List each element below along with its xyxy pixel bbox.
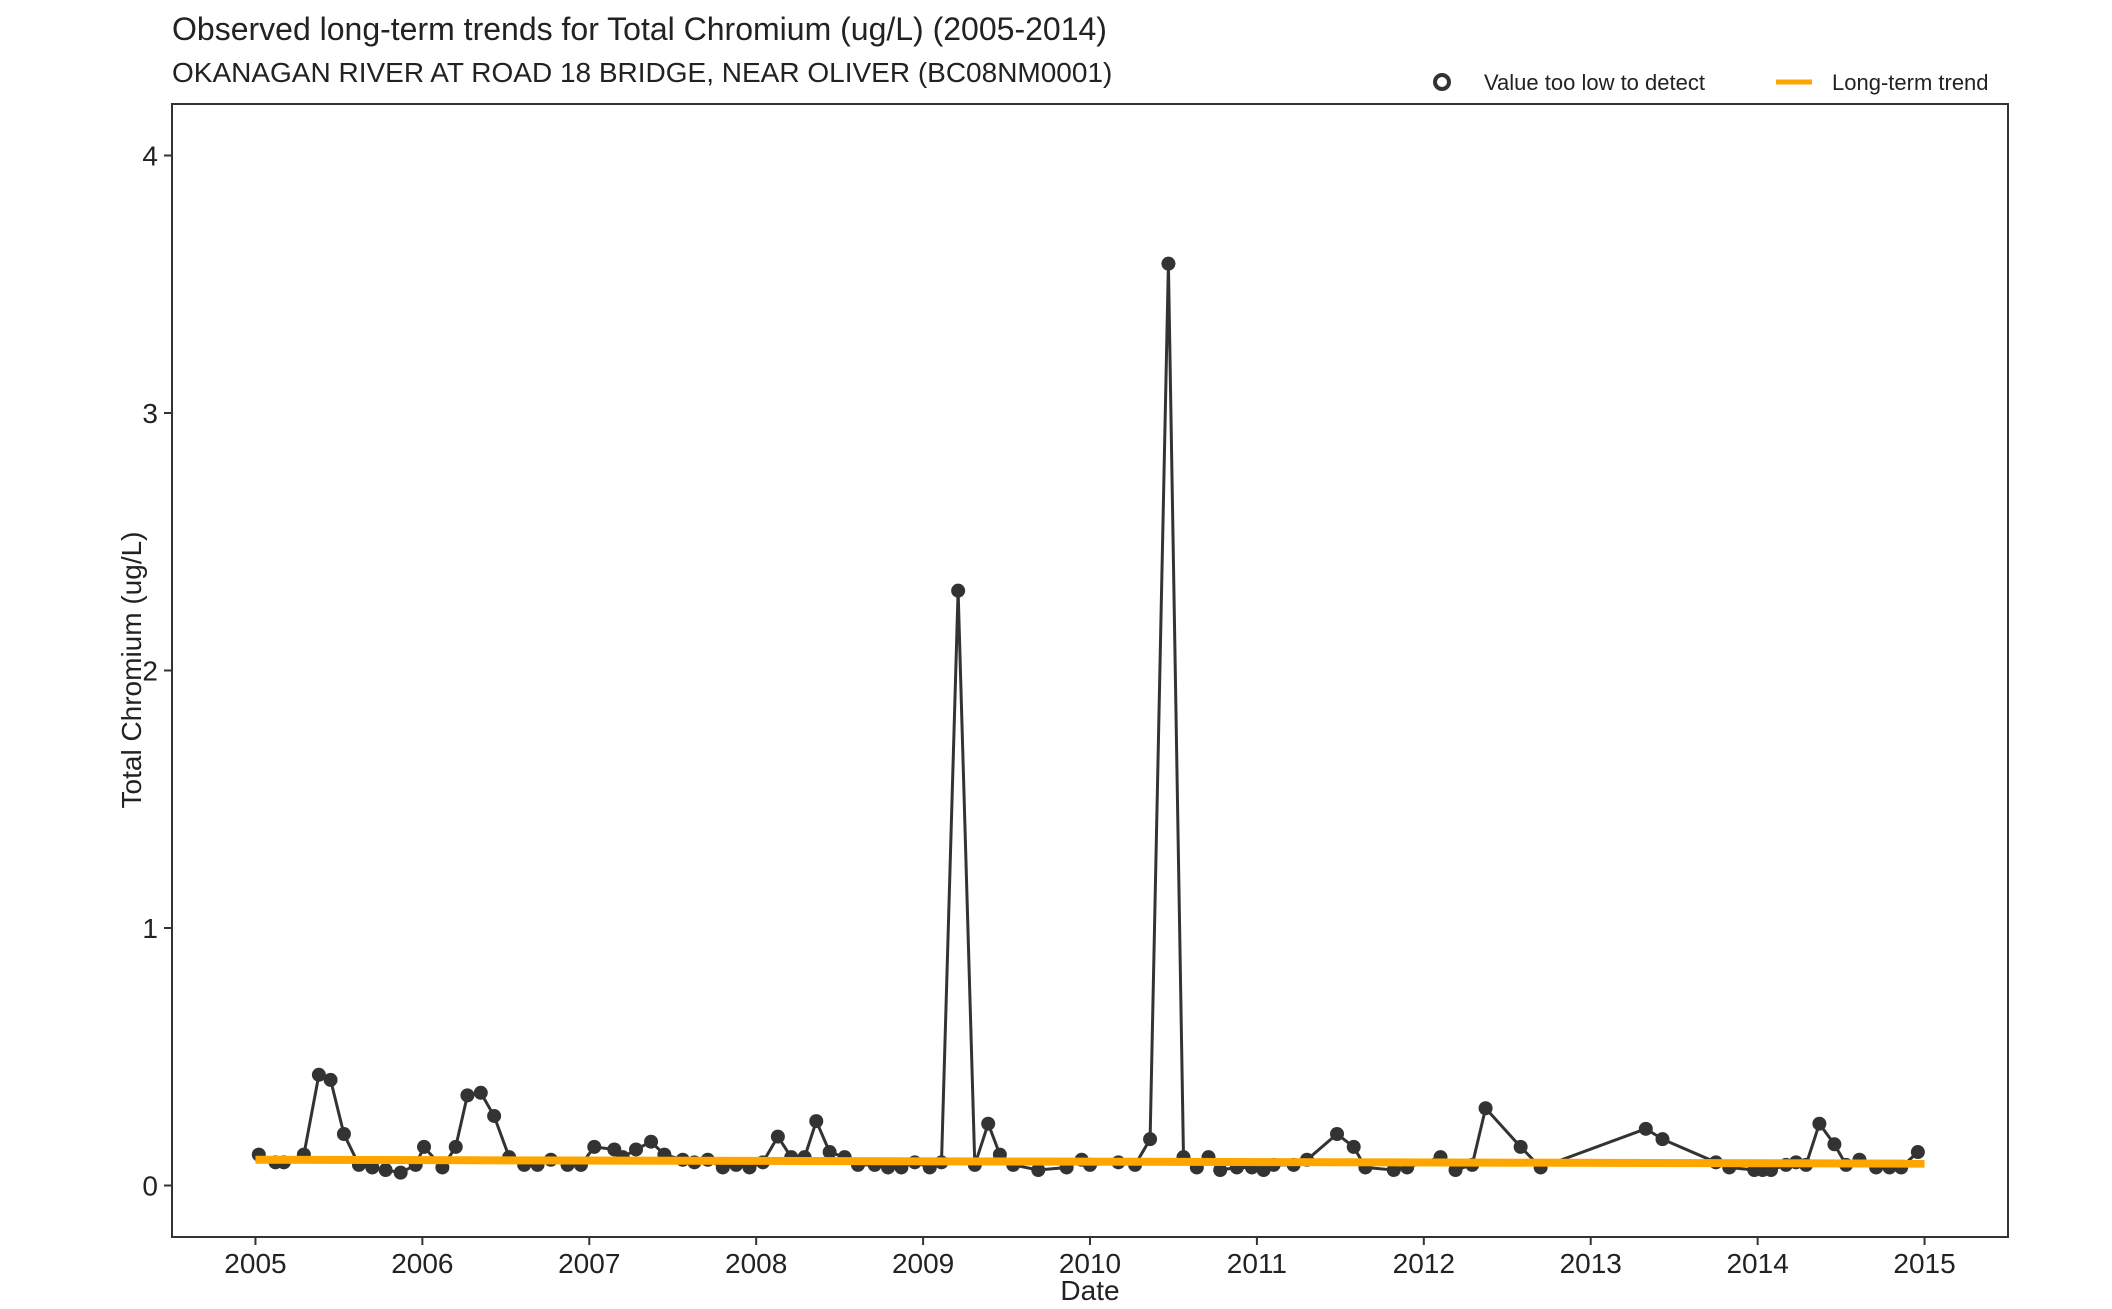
data-point bbox=[809, 1114, 824, 1129]
legend-label-trend: Long-term trend bbox=[1832, 70, 1989, 95]
chart-subtitle: OKANAGAN RIVER AT ROAD 18 BRIDGE, NEAR O… bbox=[172, 57, 1112, 88]
data-point bbox=[644, 1134, 659, 1149]
data-point bbox=[448, 1139, 463, 1154]
data-point bbox=[1330, 1127, 1345, 1141]
legend-open-circle-icon bbox=[1433, 73, 1451, 91]
x-tick-label: 2012 bbox=[1393, 1248, 1455, 1279]
data-point bbox=[1031, 1163, 1046, 1178]
data-point bbox=[487, 1108, 502, 1123]
legend-label-low-detect: Value too low to detect bbox=[1484, 70, 1705, 95]
plot-panel bbox=[171, 103, 2009, 1238]
data-point bbox=[1910, 1145, 1925, 1160]
data-point bbox=[323, 1072, 338, 1087]
trend-series bbox=[255, 1155, 1925, 1168]
y-axis-title: Total Chromium (ug/L) bbox=[116, 532, 147, 809]
x-tick-label: 2008 bbox=[725, 1248, 787, 1279]
data-point bbox=[1513, 1139, 1528, 1154]
data-point bbox=[460, 1088, 475, 1103]
y-tick-label: 2 bbox=[142, 656, 158, 687]
x-axis-title: Date bbox=[1060, 1275, 1119, 1306]
data-point bbox=[951, 583, 966, 598]
data-point bbox=[822, 1145, 837, 1160]
data-point bbox=[1161, 256, 1176, 271]
chart-title: Observed long-term trends for Total Chro… bbox=[172, 11, 1107, 47]
data-point bbox=[1478, 1101, 1493, 1116]
data-point bbox=[1448, 1163, 1463, 1178]
data-point bbox=[587, 1139, 602, 1154]
data-point bbox=[770, 1129, 785, 1144]
data-point bbox=[473, 1085, 488, 1100]
data-point bbox=[629, 1142, 644, 1157]
data-point bbox=[1346, 1139, 1361, 1154]
x-axis: 2005 2006 2007 2008 2009 2010 2011 2012 2013 2014… bbox=[224, 1237, 1956, 1279]
y-axis: 0 1 2 3 4 bbox=[142, 141, 172, 1202]
data-point bbox=[1827, 1137, 1842, 1152]
data-point bbox=[1143, 1132, 1158, 1147]
y-tick-label: 0 bbox=[142, 1171, 158, 1202]
x-tick-label: 2009 bbox=[892, 1248, 954, 1279]
data-point bbox=[1386, 1163, 1401, 1178]
y-tick-label: 1 bbox=[142, 913, 158, 944]
data-point bbox=[1213, 1163, 1228, 1178]
x-tick-label: 2011 bbox=[1227, 1248, 1287, 1279]
x-tick-label: 2006 bbox=[391, 1248, 453, 1279]
y-tick-label: 3 bbox=[142, 398, 158, 429]
x-tick-label: 2015 bbox=[1893, 1248, 1955, 1279]
data-point bbox=[311, 1067, 326, 1082]
trend-line bbox=[255, 1155, 1925, 1168]
observed-line bbox=[258, 263, 1919, 1175]
y-tick-label: 4 bbox=[142, 141, 158, 172]
data-point bbox=[336, 1127, 351, 1141]
data-point bbox=[1812, 1116, 1827, 1131]
data-point bbox=[1638, 1121, 1653, 1136]
x-tick-label: 2005 bbox=[224, 1248, 286, 1279]
x-tick-label: 2014 bbox=[1726, 1248, 1788, 1279]
data-point bbox=[1655, 1132, 1670, 1147]
legend: Value too low to detect Long-term trend bbox=[1433, 70, 1989, 95]
data-point bbox=[378, 1163, 393, 1178]
data-point bbox=[417, 1139, 432, 1154]
x-tick-label: 2013 bbox=[1560, 1248, 1622, 1279]
data-point bbox=[393, 1165, 408, 1180]
x-tick-label: 2007 bbox=[558, 1248, 620, 1279]
x-tick-label: 2010 bbox=[1059, 1248, 1121, 1279]
data-point bbox=[981, 1116, 996, 1131]
observed-series bbox=[251, 256, 1925, 1180]
